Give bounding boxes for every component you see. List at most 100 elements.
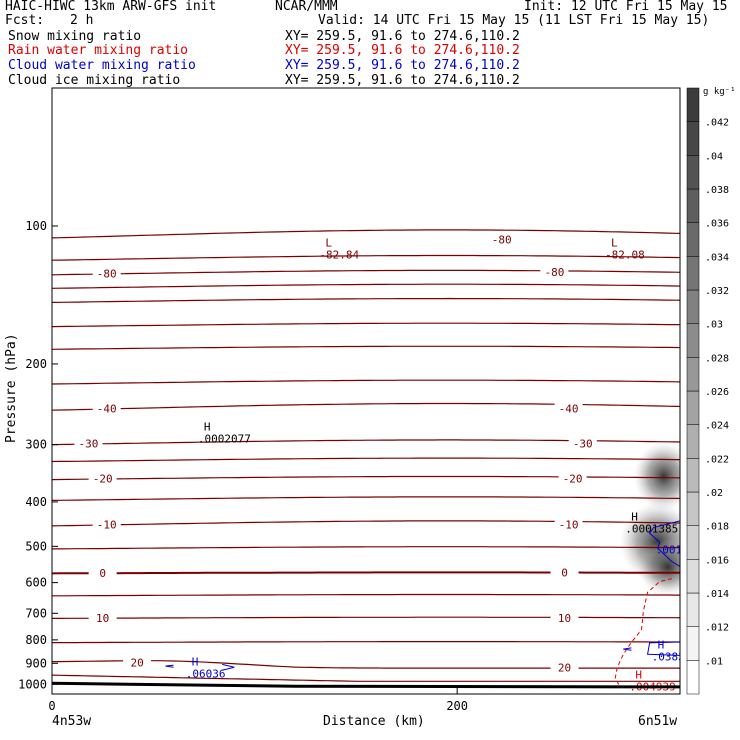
colorbar-cell — [686, 323, 700, 358]
field-name-rain: Rain water mixing ratio — [8, 43, 189, 58]
right-endpoint-label: 6n51w — [638, 714, 677, 729]
cloud-water-contour — [623, 647, 632, 651]
contour-label-bg — [540, 265, 569, 278]
isotherm-label: -80 — [97, 268, 117, 281]
colorbar-tick-label: .02 — [705, 488, 723, 499]
fcst-label: Fcst: — [5, 13, 45, 28]
colorbar-tick-label: .042 — [705, 118, 729, 129]
field-xy-cloud-ice: XY= 259.5, 91.6 to 274.6,110.2 — [285, 73, 520, 88]
colorbar-cell — [686, 87, 700, 122]
isotherm-label: -80 — [492, 233, 512, 246]
colorbar-cell — [686, 626, 700, 661]
extremum-symbol: L — [325, 237, 332, 250]
isotherm-line — [52, 616, 680, 619]
isotherm-line — [52, 546, 680, 550]
extremum-value: .03832 — [652, 650, 692, 663]
colorbar-tick-label: .026 — [705, 387, 729, 398]
colorbar-cell — [686, 424, 700, 459]
field-xy-rain: XY= 259.5, 91.6 to 274.6,110.2 — [285, 43, 520, 58]
isotherm-line — [52, 322, 680, 328]
isotherm-label: -20 — [563, 473, 583, 486]
isotherm-line — [52, 457, 680, 463]
contour-label-bg — [92, 402, 121, 415]
colorbar-cell — [686, 525, 700, 560]
extremum-value: -82.08 — [605, 249, 645, 262]
colorbar-tick-label: .01 — [705, 656, 723, 667]
contour-label-bg — [550, 566, 579, 579]
contour-label-bg — [88, 612, 117, 625]
isotherm-label: 10 — [96, 612, 109, 625]
isotherm-label: -10 — [559, 518, 579, 531]
isotherm-label: 0 — [99, 567, 106, 580]
isotherm-line — [52, 254, 680, 261]
colorbar-cell — [686, 289, 700, 324]
isotherm-label: 10 — [558, 612, 571, 625]
colorbar-cell — [686, 660, 700, 695]
isotherm-line — [52, 379, 680, 385]
extremum-value: .06036 — [186, 667, 226, 680]
field-name-cloud-water: Cloud water mixing ratio — [8, 58, 196, 73]
y-tick-label: 600 — [25, 576, 47, 590]
x-tick-label: 200 — [446, 699, 468, 713]
y-tick-label: 500 — [25, 539, 47, 553]
contour-label-bg — [554, 518, 583, 531]
extremum-value: .0001385 — [625, 523, 678, 536]
colorbar-units: g kg⁻¹ — [703, 87, 736, 97]
colorbar-tick-label: .028 — [705, 353, 729, 364]
colorbar-tick-label: .024 — [705, 421, 729, 432]
isotherm-label: 20 — [130, 657, 143, 670]
isotherm-line — [52, 229, 680, 239]
extremum-symbol: L — [611, 237, 618, 250]
isotherm-label: -30 — [573, 437, 593, 450]
y-tick-label: 100 — [25, 219, 47, 233]
y-tick-label: 900 — [25, 656, 47, 670]
contour-label-bg — [558, 472, 587, 485]
isotherm-line — [52, 520, 680, 527]
colorbar-cell — [686, 592, 700, 627]
isotherm-label: -20 — [93, 473, 113, 486]
field-name-snow: Snow mixing ratio — [8, 29, 142, 44]
contour-label-bg — [92, 267, 121, 280]
extremum-value: .0002077 — [198, 432, 251, 445]
isotherm-label: 0 — [561, 566, 568, 579]
y-tick-label: 200 — [25, 357, 47, 371]
cloud-ice-shading — [637, 539, 680, 596]
field-xy-cloud-water: XY= 259.5, 91.6 to 274.6,110.2 — [285, 58, 520, 73]
field-xy-snow: XY= 259.5, 91.6 to 274.6,110.2 — [285, 29, 520, 44]
extremum-symbol: H — [204, 420, 211, 433]
colorbar-tick-label: .03 — [705, 320, 723, 331]
org-label: NCAR/MMM — [275, 0, 338, 14]
extremum-symbol: H — [192, 655, 199, 668]
model-title: HAIC-HIWC 13km ARW-GFS init — [5, 0, 217, 14]
y-tick-label: 1000 — [18, 677, 47, 691]
plot-frame — [51, 87, 681, 695]
colorbar-cell — [686, 390, 700, 425]
colorbar-tick-label: .04 — [705, 151, 723, 162]
y-tick-label: 300 — [25, 438, 47, 452]
isotherm-label: -80 — [544, 266, 564, 279]
contour-label-bg — [88, 567, 117, 580]
colorbar-cell — [686, 121, 700, 156]
isotherm-line — [52, 660, 680, 669]
x-axis-label: Distance (km) — [323, 714, 425, 729]
cloud-water-contour — [222, 663, 235, 671]
init-time: Init: 12 UTC Fri 15 May 15 — [524, 0, 728, 14]
isotherm-line — [52, 641, 680, 644]
contour-label-bg — [74, 437, 103, 450]
isotherm-line — [52, 571, 680, 575]
isotherm-line — [52, 269, 680, 276]
isotherm-line — [52, 674, 680, 682]
colorbar-cell — [686, 188, 700, 223]
cloud-water-contour — [648, 520, 680, 568]
colorbar-tick-label: .032 — [705, 286, 729, 297]
colorbar-tick-label: .014 — [705, 589, 729, 600]
isotherm-line — [52, 496, 680, 501]
colorbar-cell — [686, 357, 700, 392]
isotherm-label: -10 — [97, 518, 117, 531]
colorbar-cell — [686, 222, 700, 257]
contour-label-bg — [88, 472, 117, 485]
extremum-symbol: H — [631, 511, 638, 524]
terrain-surface-line — [52, 681, 680, 689]
y-tick-label: 800 — [25, 633, 47, 647]
